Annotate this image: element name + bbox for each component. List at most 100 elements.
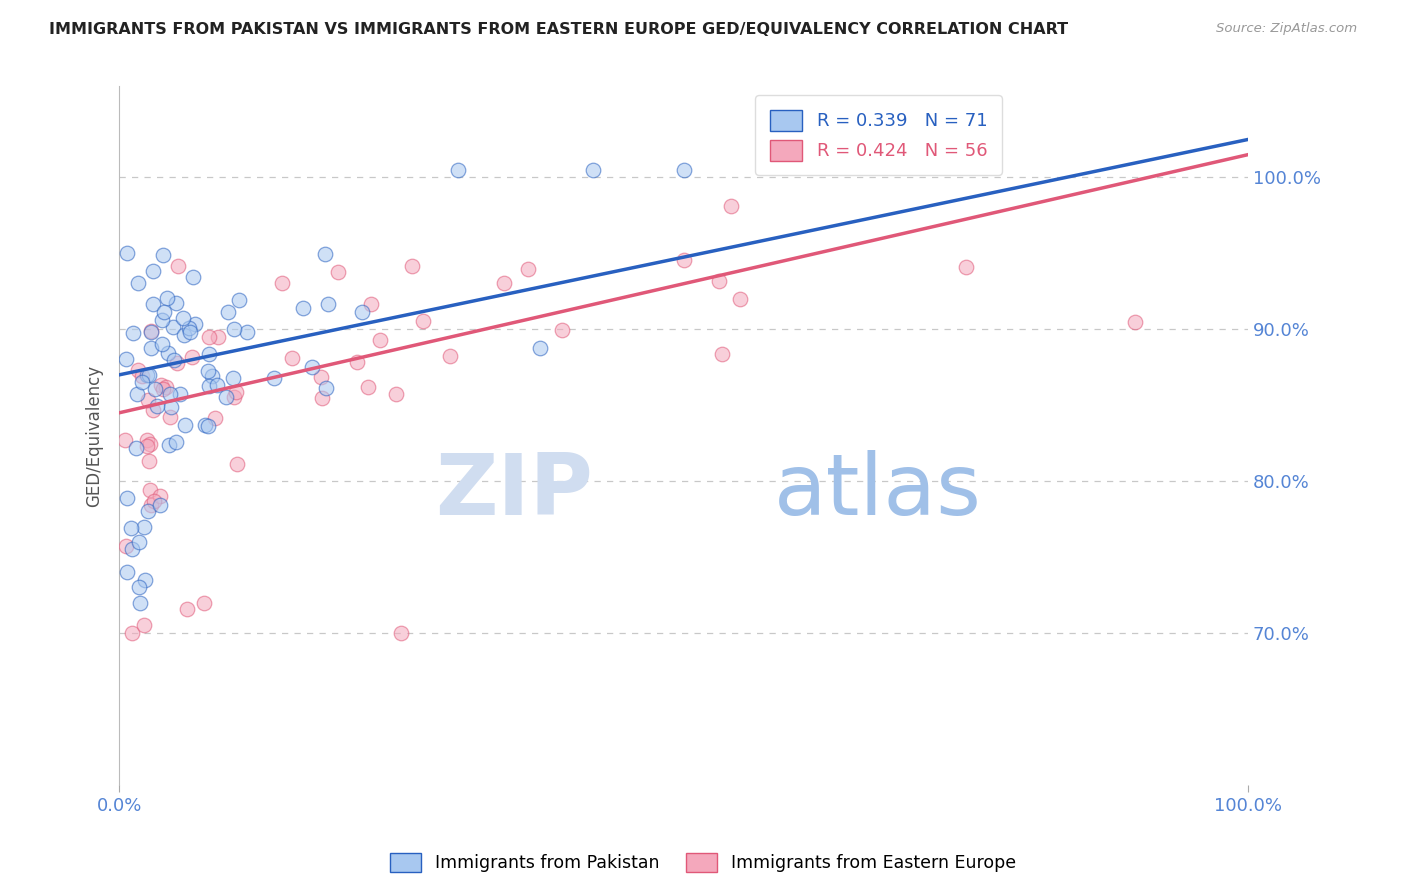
Point bbox=[346, 355, 368, 369]
Point bbox=[152, 248, 174, 262]
Point bbox=[955, 260, 977, 275]
Point bbox=[115, 246, 138, 260]
Point bbox=[135, 368, 157, 382]
Point bbox=[447, 162, 470, 177]
Point bbox=[207, 330, 229, 344]
Point bbox=[139, 325, 162, 339]
Point bbox=[129, 596, 152, 610]
Point bbox=[193, 596, 215, 610]
Point bbox=[141, 498, 163, 512]
Point bbox=[166, 356, 188, 370]
Point bbox=[149, 378, 172, 392]
Point bbox=[197, 419, 219, 434]
Point bbox=[153, 305, 176, 319]
Text: Source: ZipAtlas.com: Source: ZipAtlas.com bbox=[1216, 22, 1357, 36]
Point bbox=[146, 399, 169, 413]
Point bbox=[142, 403, 165, 417]
Point bbox=[224, 390, 246, 404]
Point bbox=[728, 293, 751, 307]
Point bbox=[311, 391, 333, 405]
Point bbox=[228, 293, 250, 307]
Y-axis label: GED/Equivalency: GED/Equivalency bbox=[86, 365, 103, 507]
Point bbox=[181, 269, 204, 284]
Point bbox=[149, 489, 172, 503]
Point bbox=[162, 320, 184, 334]
Point bbox=[180, 351, 202, 365]
Point bbox=[115, 491, 138, 506]
Point bbox=[173, 328, 195, 343]
Point bbox=[184, 317, 207, 331]
Point bbox=[217, 305, 239, 319]
Point bbox=[582, 162, 605, 177]
Point bbox=[141, 341, 163, 355]
Point bbox=[138, 483, 160, 498]
Point bbox=[225, 384, 247, 399]
Point bbox=[121, 626, 143, 640]
Point bbox=[263, 371, 285, 385]
Point bbox=[114, 433, 136, 447]
Point bbox=[134, 573, 156, 587]
Point bbox=[160, 400, 183, 414]
Point bbox=[179, 326, 201, 340]
Point bbox=[120, 521, 142, 535]
Point bbox=[131, 376, 153, 390]
Point bbox=[138, 368, 160, 383]
Point bbox=[152, 313, 174, 327]
Point bbox=[236, 325, 259, 339]
Point bbox=[280, 351, 302, 365]
Point bbox=[159, 386, 181, 401]
Point bbox=[198, 379, 221, 393]
Point bbox=[148, 498, 170, 512]
Point bbox=[385, 387, 408, 401]
Point bbox=[221, 371, 243, 385]
Point bbox=[114, 540, 136, 554]
Text: IMMIGRANTS FROM PAKISTAN VS IMMIGRANTS FROM EASTERN EUROPE GED/EQUIVALENCY CORRE: IMMIGRANTS FROM PAKISTAN VS IMMIGRANTS F… bbox=[49, 22, 1069, 37]
Point bbox=[165, 434, 187, 449]
Point bbox=[132, 519, 155, 533]
Point bbox=[127, 362, 149, 376]
Point bbox=[356, 380, 378, 394]
Point bbox=[124, 441, 146, 455]
Point bbox=[401, 259, 423, 273]
Point bbox=[368, 334, 391, 348]
Point bbox=[198, 347, 221, 361]
Point bbox=[204, 411, 226, 425]
Point bbox=[516, 261, 538, 276]
Point bbox=[314, 246, 336, 260]
Point bbox=[225, 458, 247, 472]
Point bbox=[672, 252, 695, 267]
Point bbox=[115, 565, 138, 579]
Point bbox=[215, 391, 238, 405]
Point bbox=[176, 601, 198, 615]
Point bbox=[174, 417, 197, 432]
Point bbox=[194, 417, 217, 432]
Point bbox=[143, 382, 166, 396]
Point bbox=[157, 437, 180, 451]
Point bbox=[141, 264, 163, 278]
Point bbox=[128, 581, 150, 595]
Point bbox=[711, 347, 734, 361]
Point bbox=[301, 360, 323, 375]
Legend: Immigrants from Pakistan, Immigrants from Eastern Europe: Immigrants from Pakistan, Immigrants fro… bbox=[382, 846, 1024, 879]
Point bbox=[122, 326, 145, 340]
Point bbox=[138, 393, 160, 408]
Point bbox=[132, 618, 155, 632]
Text: ZIP: ZIP bbox=[436, 450, 593, 533]
Point bbox=[672, 162, 695, 177]
Point bbox=[412, 314, 434, 328]
Point bbox=[127, 387, 149, 401]
Point bbox=[114, 351, 136, 366]
Point bbox=[439, 349, 461, 363]
Point bbox=[143, 494, 166, 508]
Point bbox=[172, 310, 194, 325]
Point bbox=[1123, 315, 1146, 329]
Point bbox=[201, 368, 224, 383]
Point bbox=[720, 199, 742, 213]
Point bbox=[142, 296, 165, 310]
Text: atlas: atlas bbox=[773, 450, 981, 533]
Point bbox=[391, 626, 413, 640]
Point bbox=[197, 364, 219, 378]
Point bbox=[150, 337, 173, 351]
Legend: R = 0.339   N = 71, R = 0.424   N = 56: R = 0.339 N = 71, R = 0.424 N = 56 bbox=[755, 95, 1002, 175]
Point bbox=[326, 265, 349, 279]
